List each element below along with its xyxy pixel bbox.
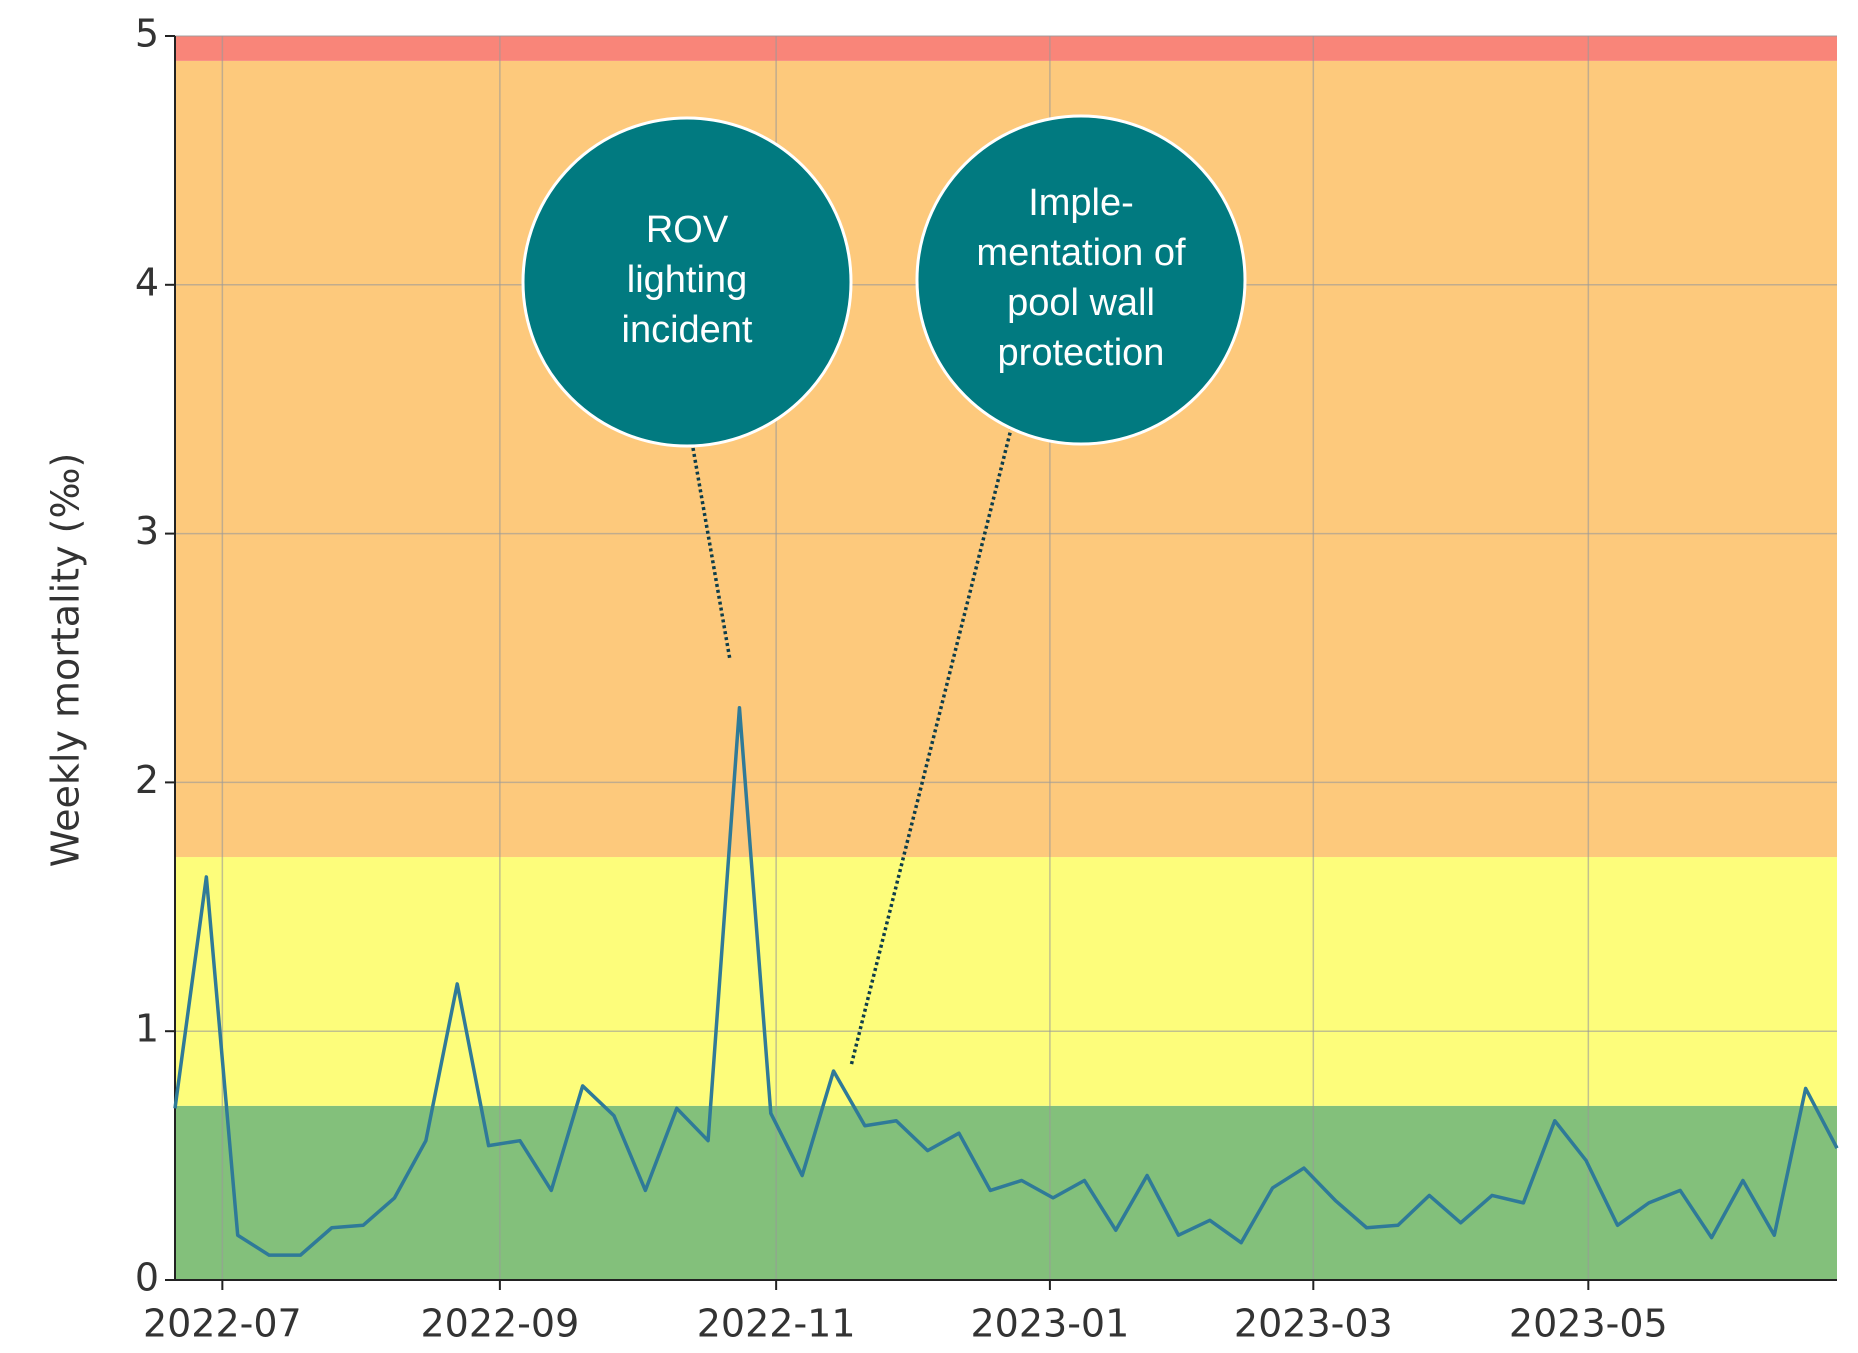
annotation-bubble: [915, 114, 1247, 446]
threshold-band: [175, 857, 1837, 1106]
annotation-text: pool wall: [1007, 282, 1155, 324]
x-tick-label: 2022-11: [697, 1302, 856, 1346]
annotation-text: mentation of: [976, 232, 1186, 274]
x-tick-label: 2022-07: [143, 1302, 302, 1346]
annotation-text: incident: [622, 309, 753, 351]
threshold-band: [175, 36, 1837, 61]
data-line: [173, 706, 1839, 1257]
annotation-text: lighting: [627, 259, 747, 301]
x-tick-label: 2023-05: [1509, 1302, 1668, 1346]
y-tick-label: 5: [135, 12, 159, 56]
annotation-text: ROV: [646, 209, 729, 251]
y-tick-label: 4: [135, 260, 159, 304]
annotation-leader: [849, 420, 1015, 1067]
x-tick-label: 2022-09: [420, 1302, 579, 1346]
y-tick-label: 0: [135, 1256, 159, 1300]
y-axis-label: Weekly mortality (‰): [44, 453, 88, 868]
y-tick-label: 3: [135, 509, 159, 553]
annotation-text: protection: [998, 332, 1165, 374]
annotation-text: Imple-: [1028, 182, 1134, 224]
annotation-bubble: [521, 116, 853, 448]
threshold-band: [175, 1105, 1837, 1280]
y-tick-label: 2: [135, 758, 159, 802]
x-tick-label: 2023-01: [971, 1302, 1130, 1346]
x-tick-label: 2023-03: [1234, 1302, 1393, 1346]
y-tick-label: 1: [135, 1007, 159, 1051]
